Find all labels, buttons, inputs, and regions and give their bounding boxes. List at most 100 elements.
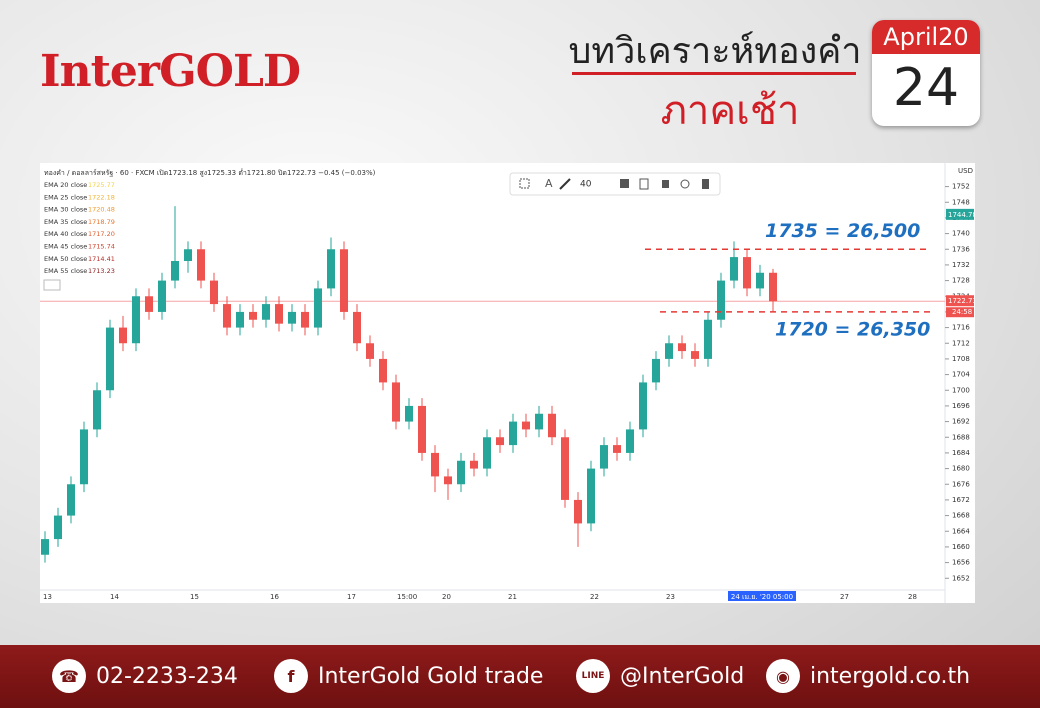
- candle-body: [327, 249, 335, 289]
- candle-body: [717, 280, 725, 320]
- legend-value: 1715.74: [88, 243, 115, 251]
- candle-body: [249, 311, 257, 320]
- tool-icon[interactable]: [639, 178, 649, 190]
- candle-body: [67, 484, 75, 516]
- candle-body: [483, 437, 491, 469]
- candle-body: [301, 311, 309, 328]
- candle-body: [132, 296, 140, 344]
- last-price-label: 1722.73: [948, 297, 975, 305]
- candle-body: [470, 460, 478, 469]
- contact-phone: ☎ 02-2233-234: [52, 659, 238, 693]
- candle-body: [535, 413, 543, 430]
- legend-value: 1722.18: [88, 193, 115, 201]
- candle-body: [678, 343, 686, 352]
- candle-body: [613, 445, 621, 453]
- calendar-day: 24: [892, 58, 960, 118]
- candle-body: [691, 351, 699, 359]
- price-marker-box: [946, 208, 974, 220]
- candle-body: [704, 319, 712, 359]
- y-tick-label: 1668: [952, 512, 970, 520]
- candle-body: [561, 437, 569, 500]
- tool-icon[interactable]: [559, 178, 571, 190]
- candle-body: [509, 421, 517, 446]
- legend-value: 1714.41: [88, 255, 115, 263]
- candle-body: [171, 261, 179, 281]
- legend-value: 1720.48: [88, 206, 115, 214]
- y-tick-label: 1748: [952, 198, 970, 206]
- x-tick-label: 22: [590, 593, 599, 601]
- candle-body: [665, 343, 673, 359]
- last-price-box: [946, 295, 974, 307]
- tool-icon[interactable]: [519, 178, 530, 189]
- tool-icon[interactable]: [680, 179, 690, 189]
- y-tick-label: 1676: [952, 480, 970, 488]
- candle-body: [223, 304, 231, 328]
- legend-name: EMA 45 close: [44, 243, 87, 251]
- candle-body: [236, 311, 244, 328]
- tool-icon[interactable]: [662, 180, 669, 188]
- y-tick-label: 1680: [952, 465, 970, 473]
- candle-body: [548, 413, 556, 438]
- website[interactable]: intergold.co.th: [810, 663, 971, 689]
- x-tick-label: 20: [442, 593, 451, 601]
- x-tick-label: 27: [840, 593, 849, 601]
- candle-body: [626, 429, 634, 453]
- footer: ☎ 02-2233-234 f InterGold Gold trade LINE @…: [0, 645, 1040, 708]
- y-tick-label: 1716: [952, 324, 970, 332]
- candle-body: [119, 327, 127, 344]
- y-tick-label: 1664: [952, 527, 970, 535]
- y-tick-label: 1700: [952, 386, 970, 394]
- y-tick-label: 1728: [952, 277, 970, 285]
- legend-value: 1718.79: [88, 218, 115, 226]
- tool-icon[interactable]: A: [545, 177, 553, 190]
- price-marker-label: 1744.78: [948, 211, 975, 219]
- contact-web: ◉ intergold.co.th: [766, 659, 970, 693]
- contact-facebook: f InterGold Gold trade: [274, 659, 543, 693]
- y-tick-label: 1740: [952, 230, 970, 238]
- candle-body: [262, 304, 270, 320]
- calendar-month: April20: [872, 20, 980, 54]
- countdown-box: [946, 307, 974, 318]
- candle-body: [366, 343, 374, 359]
- candle-body: [405, 405, 413, 422]
- candle-body: [275, 304, 283, 324]
- candle-body: [41, 539, 49, 555]
- legend-name: EMA 20 close: [44, 181, 87, 189]
- subtitle: ภาคเช้า: [660, 88, 800, 134]
- y-tick-label: 1704: [952, 371, 970, 379]
- x-tick-label: 15: [190, 593, 199, 601]
- candle-body: [93, 390, 101, 430]
- legend-name: EMA 40 close: [44, 230, 87, 238]
- y-tick-label: 1712: [952, 339, 970, 347]
- y-tick-label: 1684: [952, 449, 970, 457]
- candle-body: [587, 468, 595, 524]
- tool-size[interactable]: 40: [580, 180, 592, 190]
- candle-body: [80, 429, 88, 485]
- legend-name: EMA 50 close: [44, 255, 87, 263]
- y-tick-label: 1652: [952, 574, 970, 582]
- tool-icon[interactable]: [620, 179, 629, 188]
- candle-body: [457, 460, 465, 485]
- y-tick-label: 1708: [952, 355, 970, 363]
- tool-icon[interactable]: [702, 179, 709, 189]
- line: @InterGold: [620, 663, 745, 689]
- x-tick-label: 14: [110, 593, 119, 601]
- candle-body: [145, 296, 153, 312]
- currency: USD: [958, 167, 973, 175]
- legend-value: 1717.20: [88, 230, 115, 238]
- facebook-icon: f: [274, 659, 308, 693]
- candle-body: [418, 405, 426, 453]
- candle-body: [652, 358, 660, 383]
- x-tick-label: 28: [908, 593, 917, 601]
- countdown: 24:58: [952, 308, 972, 316]
- candle-body: [730, 257, 738, 281]
- legend-name: EMA 25 close: [44, 193, 87, 201]
- facebook: InterGold Gold trade: [318, 663, 544, 689]
- candle-body: [158, 280, 166, 312]
- candle-body: [340, 249, 348, 312]
- line-icon: LINE: [576, 659, 610, 693]
- candle-body: [574, 499, 582, 524]
- legend-toggle[interactable]: [43, 279, 61, 291]
- x-tick-label: 24 เม.ย. '20 05:00: [731, 593, 793, 601]
